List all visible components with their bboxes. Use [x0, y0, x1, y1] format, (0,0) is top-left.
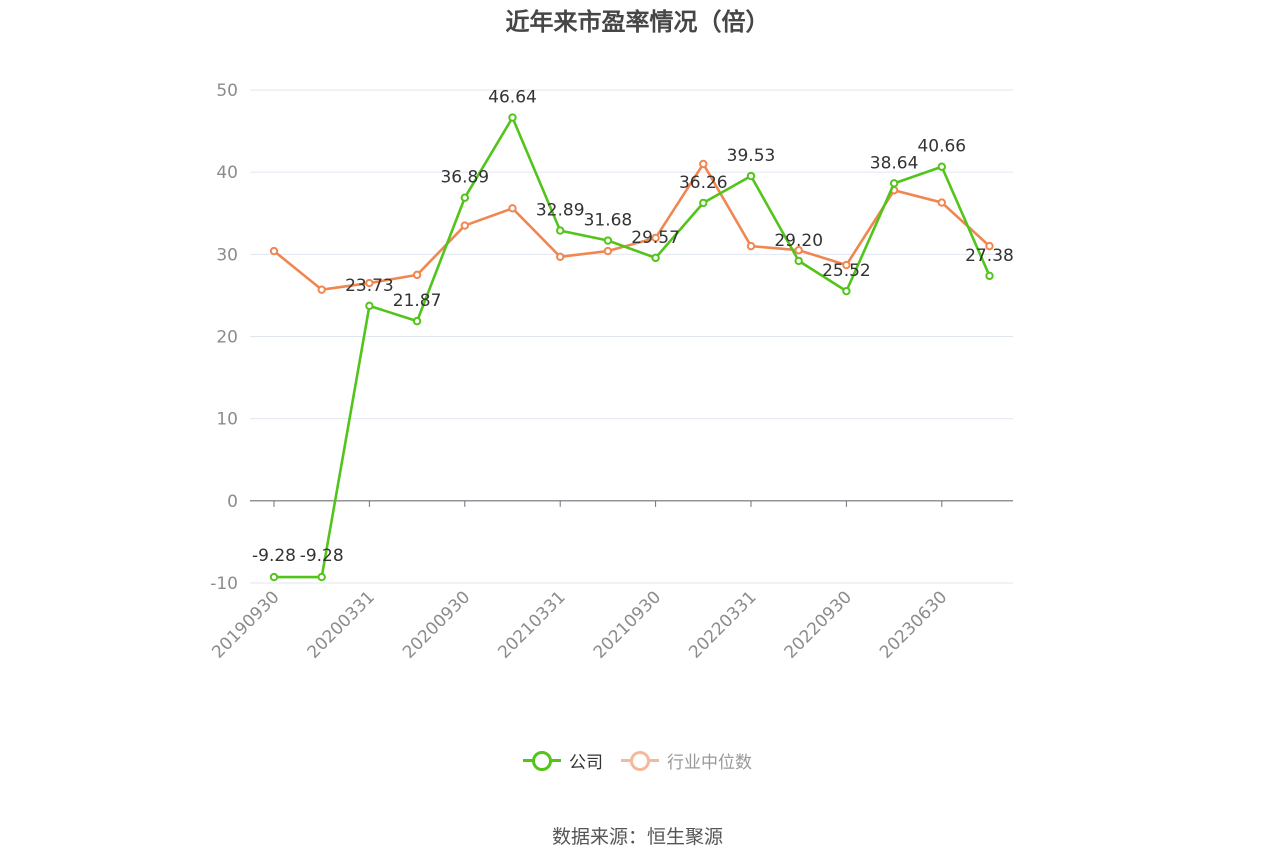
data-point-industry [460, 221, 469, 230]
data-point-company [603, 236, 613, 245]
x-tick-label: 20210930 [590, 587, 665, 662]
x-tick-label: 20230630 [876, 587, 951, 662]
data-point-industry [985, 241, 994, 251]
x-tick-label: 20210331 [494, 587, 569, 662]
data-point-industry [937, 198, 946, 207]
data-point-industry [603, 246, 613, 256]
data-point-company [842, 286, 851, 296]
data-label-company: 36.89 [440, 168, 489, 188]
legend-label-company: 公司 [569, 752, 603, 773]
data-label-company: 29.20 [774, 231, 823, 251]
data-label-company: -9.28 [252, 546, 296, 566]
data-label-company: 36.26 [679, 173, 728, 193]
data-label-company: 38.64 [870, 153, 919, 173]
data-point-company [556, 226, 565, 235]
data-point-company [412, 316, 422, 326]
data-label-company: 23.73 [345, 276, 394, 296]
data-point-industry [365, 278, 374, 288]
chart-legend: 公司 行业中位数 [0, 746, 1275, 774]
data-label-company: 21.87 [393, 291, 442, 311]
data-label-company: 27.38 [965, 246, 1014, 266]
data-point-industry [794, 246, 803, 255]
data-point-company [365, 301, 374, 311]
chart-title: 近年来市盈率情况（倍） [505, 8, 770, 36]
legend-label-industry: 行业中位数 [667, 752, 752, 773]
series-line-industry [273, 162, 991, 291]
data-label-company: -9.28 [300, 546, 344, 566]
legend-line-circle-icon [621, 750, 659, 771]
data-point-company [937, 162, 946, 171]
y-tick-label: 20 [216, 328, 238, 348]
data-point-industry [746, 241, 756, 251]
legend-line-circle-icon [523, 750, 561, 771]
data-point-industry [508, 204, 517, 213]
x-tick-label: 20200331 [304, 587, 379, 662]
legend-item-industry[interactable]: 行业中位数 [621, 748, 752, 773]
data-point-industry [269, 246, 279, 256]
data-point-company [508, 113, 517, 122]
data-label-company: 46.64 [488, 88, 537, 108]
data-point-company [889, 179, 899, 188]
data-label-company: 40.66 [917, 137, 966, 157]
data-point-industry [317, 285, 326, 294]
data-point-industry [842, 260, 851, 270]
y-tick-label: -10 [210, 574, 238, 594]
x-tick-label: 20220930 [781, 587, 856, 662]
data-point-industry [556, 252, 565, 261]
y-tick-label: 50 [216, 81, 238, 101]
legend-item-company[interactable]: 公司 [523, 748, 603, 773]
data-point-company [317, 572, 326, 582]
data-source-note: 数据来源：恒生聚源 [551, 826, 723, 848]
data-point-industry [651, 233, 660, 243]
data-point-company [460, 193, 469, 202]
data-label-company: 32.89 [536, 201, 585, 221]
data-point-company [985, 271, 994, 281]
data-point-company [794, 256, 803, 266]
data-point-company [746, 171, 756, 181]
data-point-company [651, 253, 660, 263]
data-point-industry [699, 159, 708, 169]
data-point-company [269, 572, 279, 582]
data-label-company: 39.53 [727, 146, 776, 166]
x-tick-label: 20190930 [208, 587, 283, 662]
x-tick-label: 20200930 [399, 587, 474, 662]
y-tick-label: 40 [216, 163, 238, 183]
y-tick-label: 30 [216, 245, 238, 265]
y-tick-label: 0 [227, 492, 238, 512]
y-tick-label: 10 [216, 410, 238, 430]
data-label-company: 29.57 [631, 228, 680, 248]
data-label-company: 25.52 [822, 261, 871, 281]
data-point-company [699, 198, 708, 208]
series-line-company [274, 116, 991, 579]
x-tick-label: 20220331 [685, 587, 760, 662]
data-label-company: 31.68 [584, 211, 633, 231]
data-point-industry [412, 270, 422, 280]
